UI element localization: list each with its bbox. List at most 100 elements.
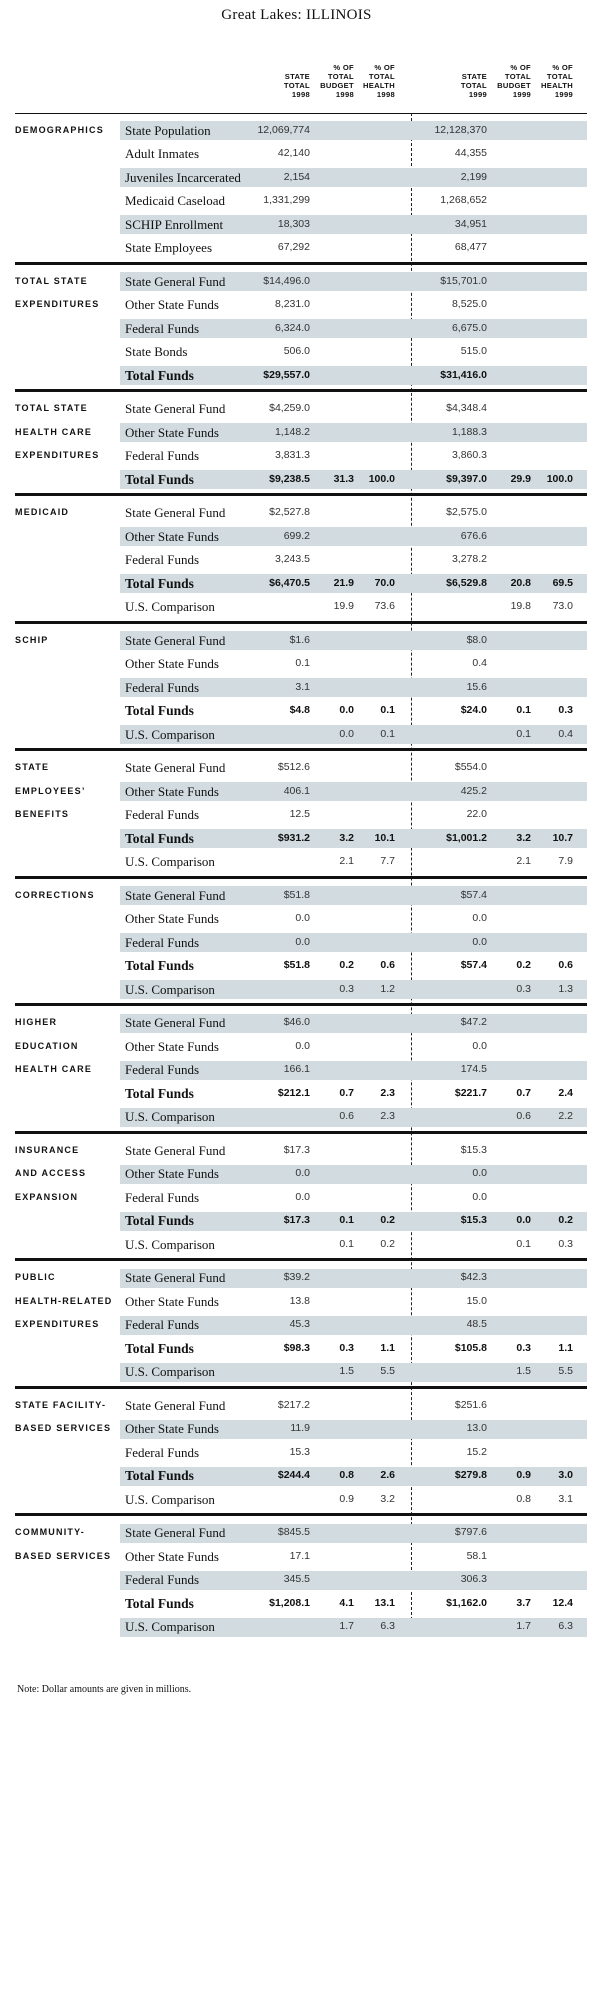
table-cell: 67,292 [277, 241, 310, 253]
table-cell: $57.4 [460, 888, 487, 901]
row-label: Other State Funds [125, 528, 219, 544]
total-row-label: Total Funds [125, 1468, 194, 1483]
section-rule [15, 1130, 587, 1134]
section-rule [15, 620, 587, 624]
table-cell: $1.6 [289, 633, 310, 646]
table-cell: 0.0 [295, 935, 310, 948]
table-cell: 174.5 [460, 1063, 487, 1075]
table-cell: 10.7 [552, 831, 573, 844]
table-cell: $4.8 [289, 704, 310, 716]
row-shading [120, 678, 587, 697]
row-shading [120, 1211, 587, 1231]
column-header-line: TOTAL [460, 81, 487, 90]
table-cell: 0.0 [472, 1167, 487, 1179]
table-cell: 0.3 [339, 1341, 354, 1354]
table-cell: 3.2 [516, 831, 531, 844]
table-cell: 406.1 [283, 784, 310, 797]
section-rule [15, 1003, 587, 1006]
table-cell: 166.1 [283, 1063, 310, 1075]
table-cell: 31.3 [333, 472, 354, 485]
row-label: Federal Funds [125, 1444, 200, 1460]
table-cell: 7.9 [558, 855, 573, 867]
total-row-label: Total Funds [125, 575, 194, 591]
column-header: STATE TOTAL 1999 [417, 72, 487, 99]
table-cell: 0.9 [339, 1492, 354, 1505]
table-cell: $1,208.1 [269, 1596, 310, 1609]
table-cell: 0.2 [516, 959, 531, 971]
table-cell: 0.0 [472, 1190, 487, 1203]
table-cell: 3.1 [558, 1492, 573, 1505]
table-cell: 13.8 [289, 1294, 310, 1307]
row-label: Other State Funds [125, 1166, 219, 1181]
column-header-line: TOTAL [546, 72, 573, 81]
column-header-line: 1999 [554, 90, 573, 99]
row-shading [120, 319, 587, 338]
footnote: Note: Dollar amounts are given in millio… [17, 1684, 192, 1695]
section-rule [15, 1513, 587, 1516]
table-cell: 0.2 [558, 1214, 573, 1226]
table-cell: 0.2 [380, 1214, 395, 1226]
table-cell: 15.2 [466, 1445, 487, 1458]
column-header-line: 1999 [512, 90, 531, 99]
row-label: Federal Funds [125, 1317, 200, 1332]
table-cell: 676.6 [460, 529, 487, 542]
table-cell: 2.1 [516, 855, 531, 867]
table-cell: $57.4 [460, 959, 487, 971]
section-heading: INSURANCE [15, 1144, 80, 1155]
row-shading [120, 1315, 587, 1335]
row-label: Other State Funds [125, 783, 219, 799]
table-cell: 20.8 [510, 576, 531, 589]
row-label: Federal Funds [125, 934, 200, 950]
table-cell: 2.1 [339, 855, 354, 867]
table-cell: $51.8 [283, 888, 310, 901]
row-shading [120, 168, 587, 187]
section-heading: AND ACCESS [15, 1168, 87, 1178]
table-cell: 19.8 [510, 600, 531, 612]
column-header-line: TOTAL [504, 72, 531, 81]
table-cell: 12,069,774 [257, 123, 310, 136]
table-cell: 0.2 [380, 1237, 395, 1250]
column-header: STATE TOTAL 1998 [240, 72, 310, 99]
table-cell: 48.5 [466, 1318, 487, 1330]
table-cell: $98.3 [283, 1341, 310, 1354]
section-heading: MEDICAID [15, 507, 70, 517]
table-cell: 0.6 [516, 1110, 531, 1122]
section-heading: EXPANSION [15, 1191, 79, 1202]
table-cell: $47.2 [460, 1016, 487, 1028]
table-cell: 1.5 [516, 1365, 531, 1377]
row-label: State General Fund [125, 887, 226, 903]
table-cell: $9,397.0 [446, 472, 487, 485]
section-heading: BASED SERVICES [15, 1423, 112, 1433]
table-cell: 0.0 [472, 912, 487, 924]
table-cell: 0.4 [472, 657, 487, 669]
table-cell: 19.9 [333, 600, 354, 612]
table-cell: $15,701.0 [440, 274, 487, 287]
header-rule [15, 113, 587, 114]
table-cell: 1,188.3 [451, 425, 487, 438]
row-label: Other State Funds [125, 1421, 219, 1436]
column-header-line: % OF [333, 63, 354, 72]
table-cell: 6,675.0 [451, 321, 487, 334]
row-label: State General Fund [125, 401, 226, 416]
table-cell: 3,278.2 [451, 553, 487, 565]
row-label: State General Fund [125, 505, 226, 520]
total-row-label: Total Funds [125, 1085, 194, 1101]
table-cell: 0.0 [295, 1039, 310, 1052]
table-cell: 3,243.5 [274, 553, 310, 565]
section-heading: EXPENDITURES [15, 299, 100, 309]
section-heading: EDUCATION [15, 1040, 79, 1051]
table-cell: 3.2 [339, 831, 354, 844]
row-shading [120, 574, 587, 593]
row-label: State Population [125, 122, 211, 138]
table-cell: 0.1 [516, 704, 531, 716]
table-cell: 0.0 [339, 727, 354, 740]
row-label: Federal Funds [125, 807, 200, 822]
row-label: State General Fund [125, 1397, 226, 1413]
section-rule [15, 493, 587, 496]
table-cell: 73.6 [374, 600, 395, 612]
column-header-line: 1998 [335, 90, 354, 99]
row-shading [120, 1362, 587, 1382]
table-cell: 0.0 [472, 935, 487, 948]
row-shading [120, 829, 587, 848]
row-label: State General Fund [125, 273, 226, 289]
